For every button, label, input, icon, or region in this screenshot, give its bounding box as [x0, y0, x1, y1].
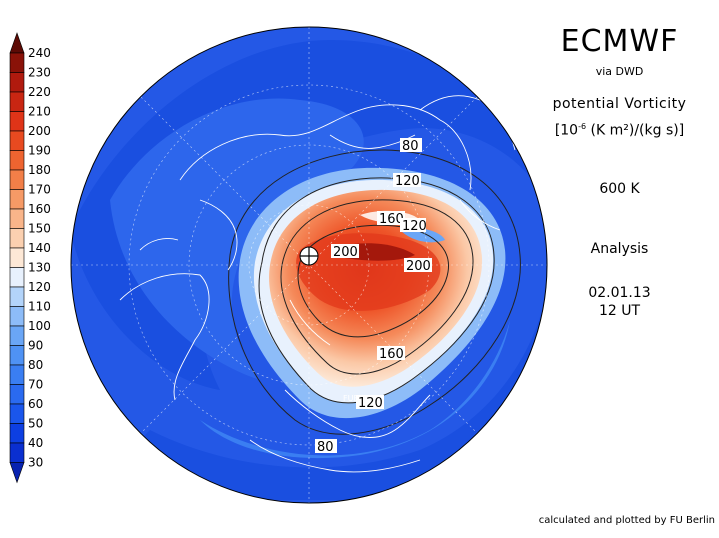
- legend-arrow-bottom: [9, 462, 25, 484]
- legend-tick-label: 130: [28, 261, 51, 275]
- svg-text:80: 80: [402, 139, 419, 154]
- contour-label-80-north: 80: [400, 138, 422, 154]
- southern-band: [80, 300, 545, 500]
- fub-marker-label: FUB: [343, 394, 359, 403]
- legend-tick-label: 50: [28, 417, 43, 431]
- svg-text:160: 160: [379, 212, 404, 227]
- valid-date: 02.01.13: [588, 284, 651, 301]
- legend-tick-label: 80: [28, 358, 43, 372]
- legend-swatch: [9, 306, 25, 327]
- contour-80: [228, 149, 521, 435]
- map-border: [70, 26, 548, 504]
- valid-time: 12 UT: [598, 302, 641, 319]
- contour-label-160-north: 160: [377, 211, 405, 227]
- legend-tick-label: 60: [28, 397, 43, 411]
- legend-swatch: [9, 150, 25, 171]
- legend-tick-label: 120: [28, 280, 51, 294]
- color-legend: 240 230 220 210 200 190 180 170 160 150 140 130 120 1…: [9, 32, 51, 484]
- legend-swatch: [9, 189, 25, 210]
- contour-label-200-east: 200: [404, 258, 432, 274]
- legend-swatch: [9, 384, 25, 405]
- parameter-name: potential Vorticity: [552, 96, 687, 112]
- legend-swatch: [9, 208, 25, 229]
- contour-160: [280, 199, 474, 375]
- legend-swatch: [9, 345, 25, 366]
- parameter-unit: [10-6 (K m²)/(kg s)]: [520, 122, 719, 139]
- unit-suffix: (K m²)/(kg s)]: [586, 122, 685, 139]
- legend-tick-label: 220: [28, 85, 51, 99]
- legend-swatch: [9, 247, 25, 268]
- isentropic-level: 600 K: [599, 180, 640, 197]
- legend-tick-label: 140: [28, 241, 51, 255]
- legend-tick-label: 110: [28, 300, 51, 314]
- contour-label-160-south: 160: [377, 346, 405, 362]
- legend-tick-label: 180: [28, 163, 51, 177]
- legend-swatch: [9, 228, 25, 249]
- svg-text:120: 120: [402, 219, 427, 234]
- svg-text:80: 80: [317, 440, 334, 455]
- svg-text:200: 200: [333, 245, 358, 260]
- legend-tick-label: 240: [28, 46, 51, 60]
- svg-text:120: 120: [395, 174, 420, 189]
- model-title: ECMWF: [560, 24, 679, 59]
- legend-tick-label: 100: [28, 319, 51, 333]
- legend-tick-label: 30: [28, 456, 43, 470]
- svg-text:200: 200: [406, 259, 431, 274]
- info-panel: ECMWF via DWD potential Vorticity [10-6 …: [520, 20, 719, 319]
- legend-swatch: [9, 91, 25, 112]
- legend-tick-label: 200: [28, 124, 51, 138]
- svg-text:120: 120: [358, 396, 383, 411]
- legend-tick-label: 210: [28, 105, 51, 119]
- legend-tick-label: 190: [28, 144, 51, 158]
- legend-tick-label: 150: [28, 222, 51, 236]
- contour-label-80-south: 80: [315, 439, 337, 455]
- legend-swatch: [9, 52, 25, 73]
- contour-label-120-north: 120: [393, 173, 421, 189]
- legend-tick-label: 170: [28, 183, 51, 197]
- legend-swatch: [9, 111, 25, 132]
- legend-tick-label: 230: [28, 66, 51, 80]
- legend-tick-label: 160: [28, 202, 51, 216]
- legend-swatch: [9, 423, 25, 444]
- legend-swatch: [9, 325, 25, 346]
- legend-tick-label: 90: [28, 339, 43, 353]
- legend-swatch: [9, 442, 25, 463]
- legend-swatch: [9, 267, 25, 288]
- legend-tick-label: 40: [28, 436, 43, 450]
- contour-120: [258, 177, 495, 404]
- contour-label-120-south: 120: [356, 395, 384, 411]
- legend-swatch: [9, 403, 25, 424]
- contour-label-200-west: 200: [331, 244, 359, 260]
- legend-swatch: [9, 130, 25, 151]
- legend-tick-label: 70: [28, 378, 43, 392]
- legend-swatch: [9, 169, 25, 190]
- unit-prefix: [10: [554, 122, 579, 139]
- contour-label-120-inner: 120: [400, 218, 427, 234]
- product-kind: Analysis: [590, 240, 649, 257]
- legend-swatch: [9, 364, 25, 385]
- legend-swatch: [9, 286, 25, 307]
- credit-text: calculated and plotted by FU Berlin: [538, 515, 715, 526]
- unit-exponent: -6: [578, 122, 587, 131]
- legend-arrow-top: [9, 32, 25, 54]
- data-source: via DWD: [595, 65, 644, 78]
- polar-map: FUB: [71, 27, 547, 503]
- contour-200: [297, 224, 449, 338]
- pole-marker: [299, 246, 319, 266]
- legend-swatch: [9, 72, 25, 93]
- svg-text:160: 160: [379, 347, 404, 362]
